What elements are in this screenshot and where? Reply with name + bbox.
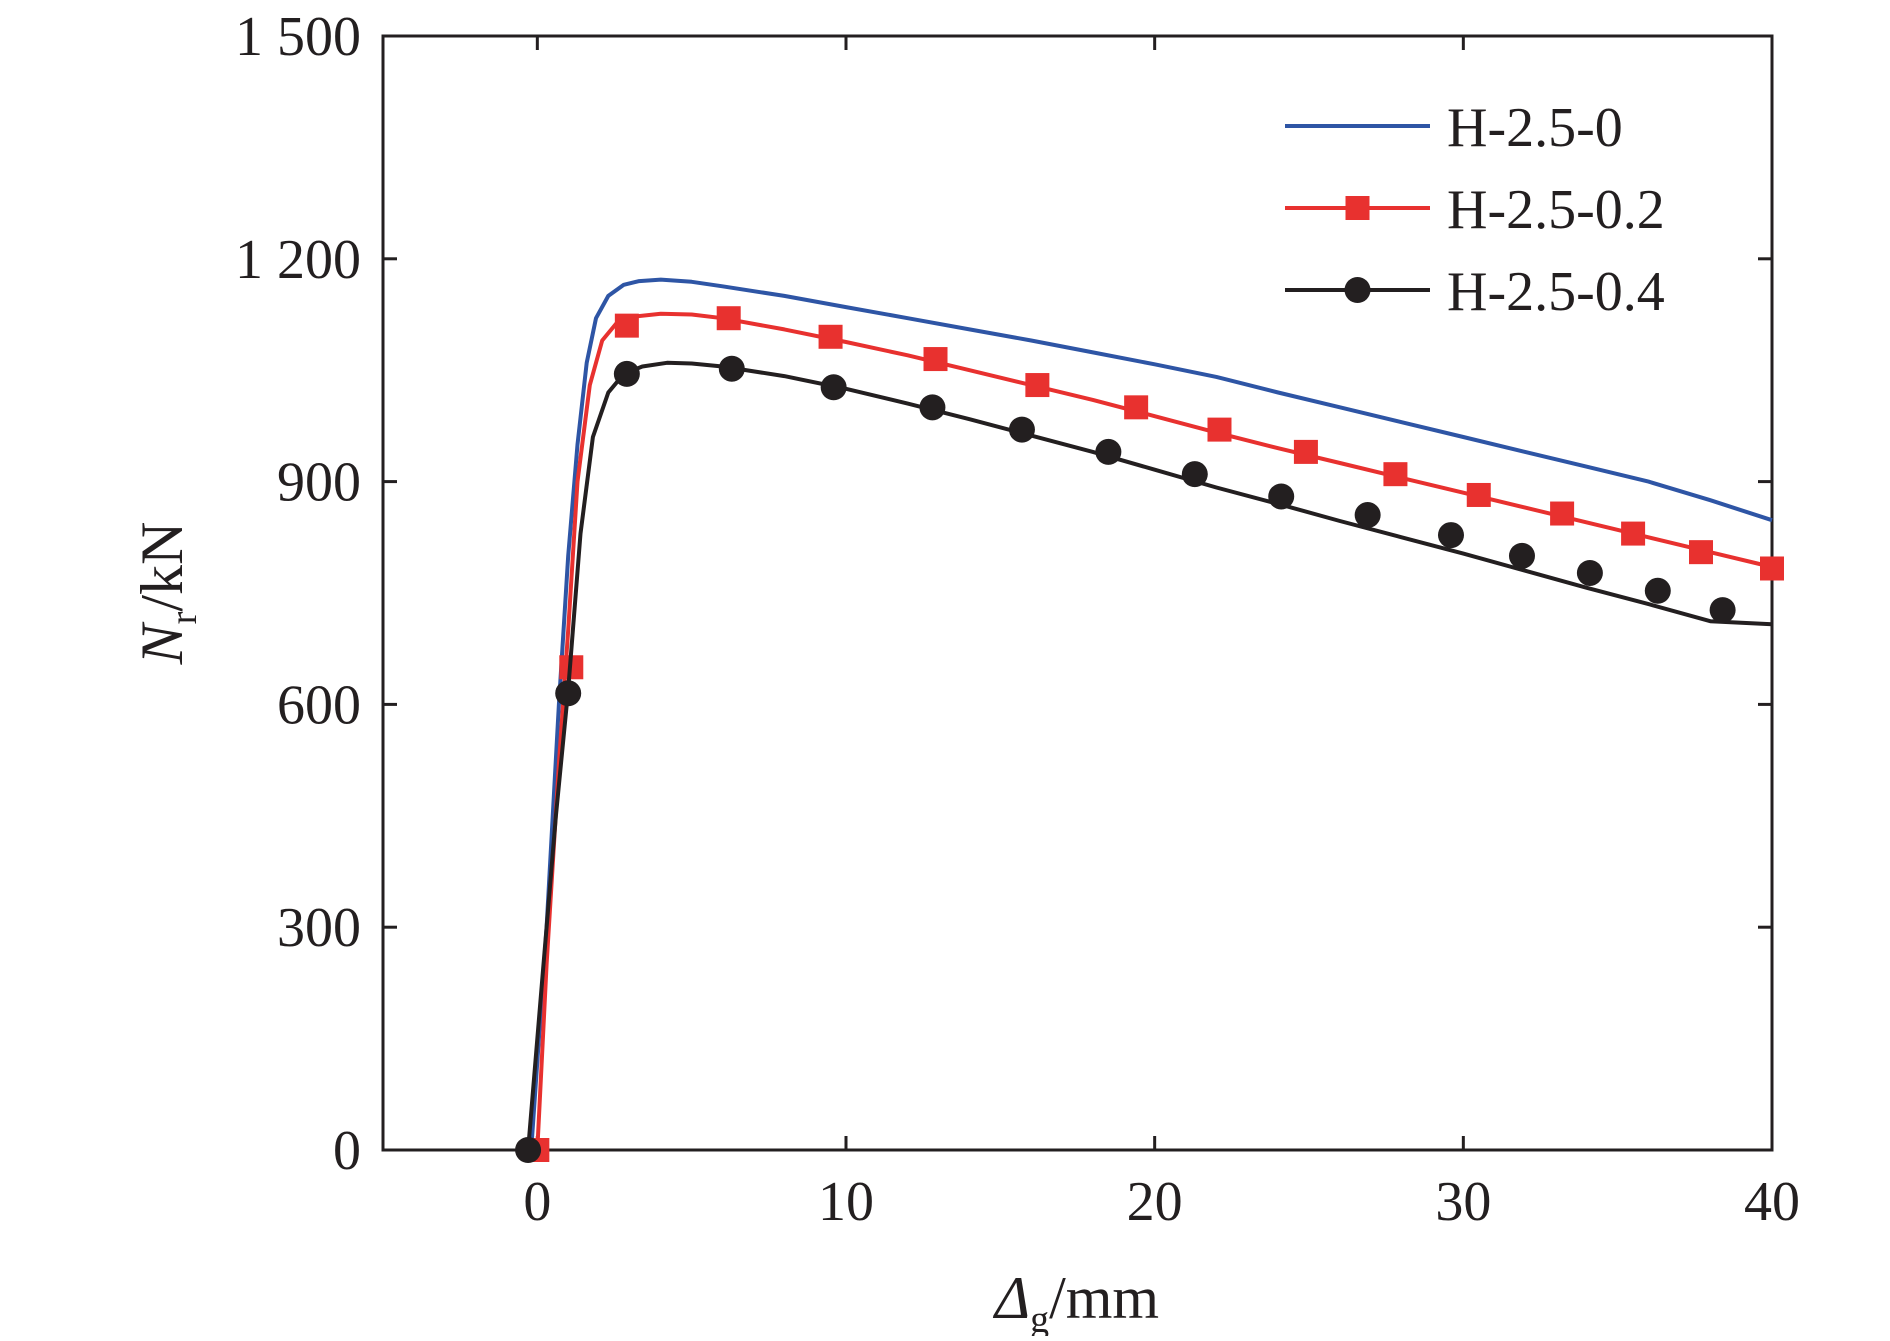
data-point-circle (1709, 597, 1736, 624)
series-line-H-2.5-0.4 (526, 360, 1773, 1151)
series-layer (515, 277, 1784, 1163)
y-tick-label: 300 (277, 897, 361, 959)
legend-label: H-2.5-0.4 (1447, 261, 1665, 323)
data-point-square (614, 313, 639, 338)
data-point-square (1293, 439, 1318, 464)
x-tick-label: 10 (818, 1171, 874, 1233)
data-point-square (1207, 417, 1232, 442)
legend-label: H-2.5-0 (1447, 97, 1623, 159)
data-point-square (923, 347, 948, 372)
data-point-circle (820, 374, 847, 401)
data-point-circle (1008, 416, 1035, 443)
data-point-circle (515, 1137, 542, 1163)
y-tick-label: 900 (277, 452, 361, 514)
y-axis-ticks: 0 300 600 900 1 200 1 500 (235, 6, 1772, 1182)
legend: H-2.5-0 H-2.5-0.2 H-2.5-0.4 (1285, 97, 1665, 323)
data-point-circle (1508, 542, 1535, 569)
x-tick-label: 40 (1744, 1171, 1800, 1233)
data-point-square (1760, 556, 1784, 581)
x-tick-label: 30 (1435, 1171, 1491, 1233)
data-point-circle (1576, 559, 1603, 586)
data-point-circle (1354, 502, 1381, 529)
series-H-2.5-0.2 (525, 306, 1784, 1162)
legend-label: H-2.5-0.2 (1447, 179, 1665, 241)
data-point-circle (613, 360, 640, 387)
series-H-2.5-0 (529, 277, 1773, 1151)
data-point-square (1466, 482, 1491, 507)
data-point-circle (919, 394, 946, 421)
data-point-circle (555, 680, 582, 707)
x-tick-label: 20 (1127, 1171, 1183, 1233)
data-point-square (818, 324, 843, 349)
series-line-H-2.5-0 (529, 277, 1773, 1151)
data-point-square (1124, 395, 1149, 420)
data-point-square (1550, 501, 1575, 526)
data-point-circle (1181, 461, 1208, 488)
y-axis-title: Nr/kN (129, 522, 205, 666)
x-axis-title: Δg/mm (993, 1265, 1159, 1336)
y-tick-label: 1 200 (235, 229, 361, 291)
y-tick-label: 0 (333, 1120, 361, 1182)
x-axis-ticks: 0 10 20 30 40 (523, 36, 1800, 1233)
data-point-circle (718, 355, 745, 382)
series-line-H-2.5-0.2 (535, 311, 1773, 1151)
data-point-circle (1268, 483, 1295, 510)
data-point-circle (1095, 438, 1122, 465)
series-H-2.5-0.4 (515, 355, 1773, 1163)
data-point-square (1689, 540, 1714, 565)
data-point-square (1621, 521, 1646, 546)
data-point-square (1383, 462, 1408, 487)
data-point-square (716, 306, 741, 331)
legend-marker-circle (1344, 277, 1371, 303)
data-point-circle (1644, 577, 1671, 604)
x-tick-label: 0 (523, 1171, 551, 1233)
y-tick-label: 1 500 (235, 6, 361, 68)
data-point-circle (1437, 522, 1464, 549)
plot-frame (381, 34, 1774, 1152)
data-point-square (1025, 373, 1050, 398)
legend-marker-square (1345, 196, 1370, 220)
y-tick-label: 600 (277, 674, 361, 736)
